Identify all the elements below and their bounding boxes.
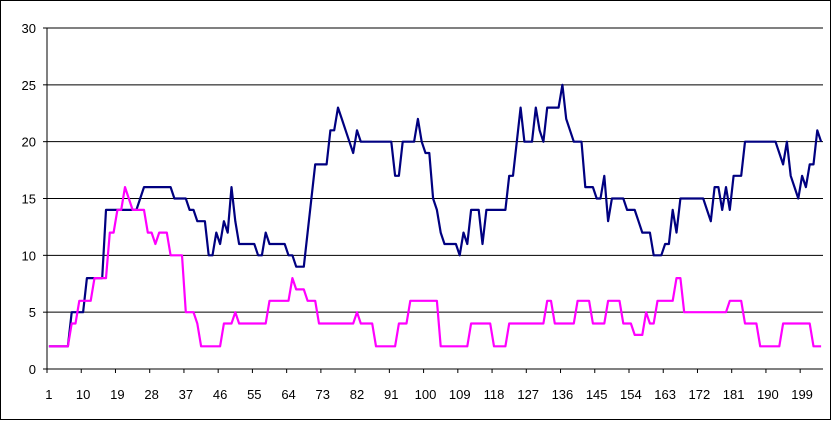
x-tick-label-73: 73 (316, 387, 330, 402)
x-tick-label-109: 109 (449, 387, 471, 402)
x-tick-label-136: 136 (552, 387, 574, 402)
y-tick-label-5: 5 (29, 305, 36, 320)
x-tick-label-1: 1 (45, 387, 52, 402)
x-tick-label-172: 172 (689, 387, 711, 402)
x-tick-label-46: 46 (213, 387, 227, 402)
y-tick-label-30: 30 (22, 21, 36, 36)
series-line-1 (48, 83, 823, 348)
x-tick-label-100: 100 (415, 387, 437, 402)
y-tick-label-15: 15 (22, 192, 36, 207)
x-tick-label-37: 37 (179, 387, 193, 402)
x-tick-label-181: 181 (723, 387, 745, 402)
y-tick-label-20: 20 (22, 135, 36, 150)
x-tick-label-64: 64 (281, 387, 295, 402)
x-tick-label-118: 118 (484, 387, 505, 402)
x-tick-label-82: 82 (350, 387, 364, 402)
x-tick-label-19: 19 (110, 387, 124, 402)
x-tick-label-154: 154 (620, 387, 642, 402)
x-tick-label-145: 145 (586, 387, 608, 402)
y-tick-label-10: 10 (22, 248, 36, 263)
x-tick-label-199: 199 (791, 387, 813, 402)
x-tick-label-163: 163 (654, 387, 676, 402)
x-tick-label-91: 91 (384, 387, 398, 402)
series-line-2 (48, 186, 822, 348)
x-tick-label-10: 10 (76, 387, 90, 402)
y-tick-label-25: 25 (22, 78, 36, 93)
x-tick-label-28: 28 (144, 387, 158, 402)
y-tick-label-0: 0 (29, 362, 36, 377)
x-tick-label-127: 127 (517, 387, 539, 402)
x-tick-label-55: 55 (247, 387, 261, 402)
x-tick-label-190: 190 (757, 387, 779, 402)
